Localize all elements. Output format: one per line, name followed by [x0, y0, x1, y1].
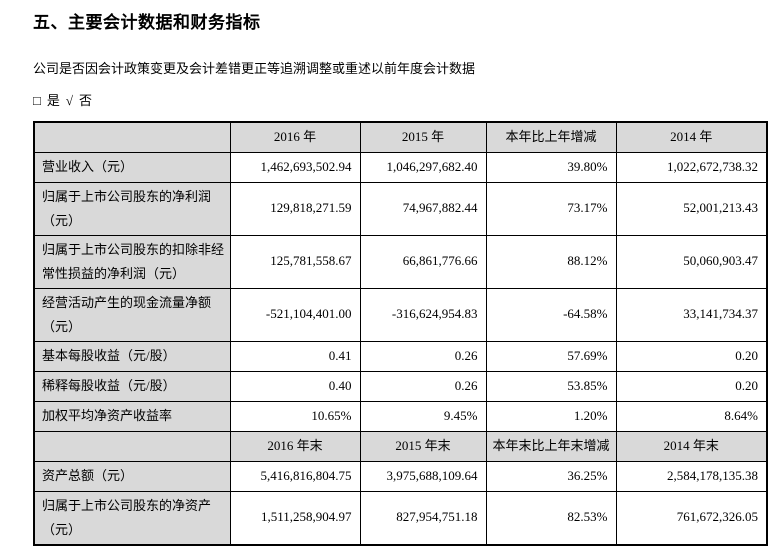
value-change: 53.85%	[485, 370, 617, 402]
value-2014: 2,584,178,135.38	[615, 460, 768, 492]
row-label: 资产总额（元）	[33, 460, 231, 492]
table-row: 营业收入（元） 1,462,693,502.94 1,046,297,682.4…	[33, 151, 768, 183]
value-2015: 9.45%	[359, 400, 487, 432]
table-row: 归属于上市公司股东的扣除非经常性损益的净利润（元） 125,781,558.67…	[33, 234, 768, 289]
financial-indicators-table: 2016 年 2015 年 本年比上年增减 2014 年 营业收入（元） 1,4…	[33, 121, 768, 546]
value-2014: 33,141,734.37	[615, 287, 768, 342]
value-2015: 827,954,751.18	[359, 490, 487, 546]
row-label: 经营活动产生的现金流量净额（元）	[33, 287, 231, 342]
table-row: 归属于上市公司股东的净利润（元） 129,818,271.59 74,967,8…	[33, 181, 768, 236]
table-header-annual: 2016 年 2015 年 本年比上年增减 2014 年	[33, 121, 768, 153]
value-2015: 0.26	[359, 370, 487, 402]
row-label: 加权平均净资产收益率	[33, 400, 231, 432]
value-2014: 8.64%	[615, 400, 768, 432]
value-2016: 125,781,558.67	[229, 234, 361, 289]
value-2016: 10.65%	[229, 400, 361, 432]
row-label: 归属于上市公司股东的净利润（元）	[33, 181, 231, 236]
value-2015: 66,861,776.66	[359, 234, 487, 289]
col-header-2014: 2014 年	[615, 121, 768, 153]
value-change: 73.17%	[485, 181, 617, 236]
value-2016: 1,511,258,904.97	[229, 490, 361, 546]
table-row: 归属于上市公司股东的净资产（元） 1,511,258,904.97 827,95…	[33, 490, 768, 546]
table-row: 资产总额（元） 5,416,816,804.75 3,975,688,109.6…	[33, 460, 768, 492]
col-header-2014-end: 2014 年末	[615, 430, 768, 462]
col-header-2015: 2015 年	[359, 121, 487, 153]
value-change: 36.25%	[485, 460, 617, 492]
table-row: 加权平均净资产收益率 10.65% 9.45% 1.20% 8.64%	[33, 400, 768, 432]
value-2016: 0.40	[229, 370, 361, 402]
value-2014: 0.20	[615, 370, 768, 402]
value-2015: 74,967,882.44	[359, 181, 487, 236]
row-label: 营业收入（元）	[33, 151, 231, 183]
value-2016: -521,104,401.00	[229, 287, 361, 342]
value-2014: 1,022,672,738.32	[615, 151, 768, 183]
value-change: 1.20%	[485, 400, 617, 432]
value-2015: 3,975,688,109.64	[359, 460, 487, 492]
corner-cell	[33, 430, 231, 462]
corner-cell	[33, 121, 231, 153]
table-header-end-of-year: 2016 年末 2015 年末 本年末比上年末增减 2014 年末	[33, 430, 768, 462]
value-2015: 0.26	[359, 340, 487, 372]
row-label: 基本每股收益（元/股）	[33, 340, 231, 372]
yes-no-choice-line: □ 是 √ 否	[33, 90, 775, 109]
col-header-2015-end: 2015 年末	[359, 430, 487, 462]
restatement-question-text: 公司是否因会计政策变更及会计差错更正等追溯调整或重述以前年度会计数据	[33, 61, 476, 76]
value-change: -64.58%	[485, 287, 617, 342]
value-change: 39.80%	[485, 151, 617, 183]
yes-label: 是	[46, 93, 60, 108]
value-2014: 0.20	[615, 340, 768, 372]
check-mark-icon: √	[65, 93, 74, 108]
table-row: 基本每股收益（元/股） 0.41 0.26 57.69% 0.20	[33, 340, 768, 372]
value-2016: 0.41	[229, 340, 361, 372]
section-heading: 五、主要会计数据和财务指标	[33, 13, 261, 32]
value-2016: 5,416,816,804.75	[229, 460, 361, 492]
value-2015: 1,046,297,682.40	[359, 151, 487, 183]
value-2015: -316,624,954.83	[359, 287, 487, 342]
row-label: 归属于上市公司股东的净资产（元）	[33, 490, 231, 546]
no-label: 否	[79, 93, 93, 108]
value-2016: 129,818,271.59	[229, 181, 361, 236]
checkbox-unchecked-icon: □	[33, 93, 41, 108]
col-header-eoy-change: 本年末比上年末增减	[485, 430, 617, 462]
value-2014: 50,060,903.47	[615, 234, 768, 289]
value-change: 57.69%	[485, 340, 617, 372]
value-change: 82.53%	[485, 490, 617, 546]
value-2014: 761,672,326.05	[615, 490, 768, 546]
value-2014: 52,001,213.43	[615, 181, 768, 236]
value-2016: 1,462,693,502.94	[229, 151, 361, 183]
col-header-2016-end: 2016 年末	[229, 430, 361, 462]
row-label: 稀释每股收益（元/股）	[33, 370, 231, 402]
table-row: 稀释每股收益（元/股） 0.40 0.26 53.85% 0.20	[33, 370, 768, 402]
table-row: 经营活动产生的现金流量净额（元） -521,104,401.00 -316,62…	[33, 287, 768, 342]
row-label: 归属于上市公司股东的扣除非经常性损益的净利润（元）	[33, 234, 231, 289]
col-header-2016: 2016 年	[229, 121, 361, 153]
value-change: 88.12%	[485, 234, 617, 289]
col-header-yoy-change: 本年比上年增减	[485, 121, 617, 153]
